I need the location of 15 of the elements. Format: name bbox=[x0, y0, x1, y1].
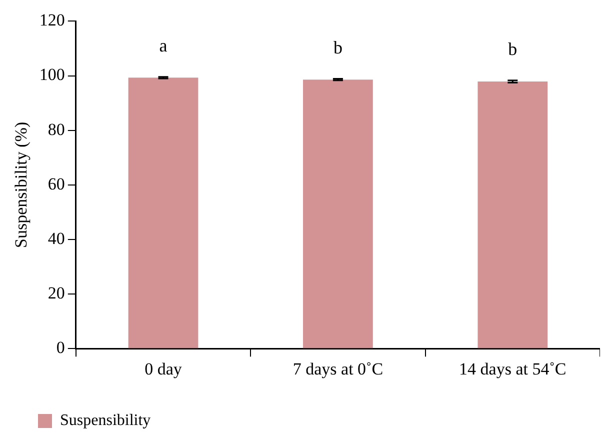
y-tick-label: 80 bbox=[48, 120, 65, 139]
x-tick-label: 0 day bbox=[144, 359, 182, 378]
x-tick-label: 14 days at 54˚C bbox=[459, 359, 566, 378]
y-tick-label: 120 bbox=[39, 10, 65, 30]
annotation: b bbox=[508, 39, 518, 60]
annotation: a bbox=[159, 35, 168, 56]
y-tick-label: 100 bbox=[39, 65, 65, 84]
y-tick-label: 20 bbox=[48, 284, 65, 302]
x-tick-label: 7 days at 0˚C bbox=[292, 359, 384, 378]
y-tick-label: 60 bbox=[48, 174, 65, 194]
y-tick-label: 0 bbox=[56, 338, 65, 358]
legend-label: Suspensibility bbox=[60, 412, 151, 430]
y-tick-label: 40 bbox=[48, 228, 65, 248]
annotation: b bbox=[333, 37, 342, 58]
y-axis-title: Suspensibility (%) bbox=[12, 122, 31, 248]
